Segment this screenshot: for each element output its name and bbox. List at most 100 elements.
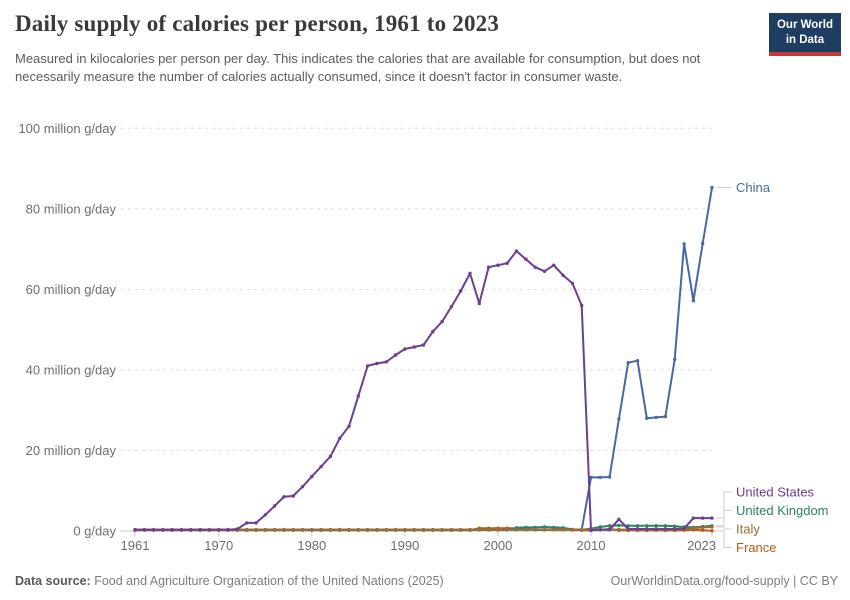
series-point-united-states-1969 bbox=[207, 528, 212, 532]
series-point-united-states-2016 bbox=[645, 527, 649, 531]
series-point-united-states-1977 bbox=[282, 495, 286, 499]
series-point-china-2012 bbox=[607, 475, 612, 479]
series-point-china-2017 bbox=[654, 415, 658, 420]
series-point-italy-2013 bbox=[617, 527, 621, 532]
series-point-united-states-1974 bbox=[254, 521, 258, 525]
owid-logo[interactable]: Our World in Data bbox=[768, 13, 841, 56]
series-point-united-states-2010 bbox=[589, 528, 593, 532]
series-point-united-states-1979 bbox=[300, 485, 305, 489]
series-point-italy-1998 bbox=[477, 527, 481, 532]
series-point-united-states-2011 bbox=[598, 528, 602, 532]
series-point-united-states-2018 bbox=[663, 527, 668, 531]
series-point-united-states-1978 bbox=[291, 494, 295, 498]
series-point-united-states-2004 bbox=[533, 265, 537, 269]
label-connector-italy bbox=[716, 526, 732, 530]
series-point-italy-1975 bbox=[263, 527, 267, 532]
series-point-italy-1982 bbox=[328, 527, 333, 532]
series-point-united-states-2007 bbox=[561, 273, 565, 277]
series-point-united-states-2017 bbox=[654, 527, 658, 531]
label-connector-united-kingdom bbox=[716, 510, 732, 527]
y-tick-label-80: 80 million g/day bbox=[26, 201, 117, 216]
series-point-united-states-2022 bbox=[701, 516, 705, 520]
series-label-china[interactable]: China bbox=[736, 180, 771, 195]
series-point-france-2023 bbox=[710, 529, 714, 533]
series-point-china-2015 bbox=[635, 359, 640, 363]
y-tick-label-20: 20 million g/day bbox=[26, 443, 117, 458]
series-point-italy-2001 bbox=[505, 527, 509, 532]
y-tick-label-40: 40 million g/day bbox=[26, 362, 117, 377]
series-point-china-2014 bbox=[626, 361, 630, 365]
series-point-united-states-2015 bbox=[635, 527, 640, 531]
series-point-italy-1984 bbox=[347, 527, 351, 532]
series-point-china-2013 bbox=[617, 417, 621, 421]
series-point-united-states-1997 bbox=[468, 271, 472, 275]
series-point-united-states-1964 bbox=[161, 528, 165, 532]
series-point-china-2022 bbox=[701, 241, 705, 246]
x-tick-label-1990: 1990 bbox=[390, 538, 419, 553]
series-point-united-states-2021 bbox=[691, 516, 696, 520]
series-point-united-states-1980 bbox=[310, 474, 314, 479]
series-point-united-states-1989 bbox=[393, 353, 398, 357]
series-point-united-states-1961 bbox=[133, 528, 137, 532]
series-point-italy-2003 bbox=[524, 527, 528, 532]
series-point-united-states-1963 bbox=[151, 528, 156, 532]
series-point-united-states-2012 bbox=[607, 528, 612, 532]
series-point-italy-1996 bbox=[459, 527, 463, 532]
series-point-italy-1974 bbox=[254, 527, 258, 532]
data-source-label: Data source: bbox=[15, 574, 91, 588]
series-point-italy-1993 bbox=[431, 527, 435, 532]
x-tick-label-1980: 1980 bbox=[297, 538, 326, 553]
series-point-united-states-1993 bbox=[431, 330, 435, 334]
series-label-italy[interactable]: Italy bbox=[736, 522, 760, 537]
chart-title: Daily supply of calories per person, 196… bbox=[15, 11, 500, 36]
series-point-united-states-1968 bbox=[198, 528, 202, 532]
series-point-united-states-1971 bbox=[226, 528, 230, 532]
series-point-italy-1995 bbox=[449, 527, 454, 532]
series-point-united-kingdom-2016 bbox=[645, 524, 649, 528]
series-label-united-kingdom[interactable]: United Kingdom bbox=[736, 503, 829, 518]
series-point-italy-1983 bbox=[338, 527, 342, 532]
series-point-united-states-1976 bbox=[272, 504, 277, 508]
chart-subtitle: Measured in kilocalories per person per … bbox=[15, 51, 701, 85]
data-source-note: Data source: Food and Agriculture Organi… bbox=[15, 574, 444, 588]
series-point-united-states-2014 bbox=[626, 527, 630, 531]
series-point-united-states-2002 bbox=[514, 249, 519, 253]
series-point-china-2018 bbox=[663, 414, 668, 419]
data-source-text: Food and Agriculture Organization of the… bbox=[90, 574, 444, 588]
series-point-italy-1991 bbox=[412, 527, 416, 532]
series-point-united-kingdom-2011 bbox=[598, 525, 602, 529]
footer-link[interactable]: OurWorldinData.org/food-supply | CC BY bbox=[610, 574, 838, 588]
series-label-france[interactable]: France bbox=[736, 540, 776, 555]
series-point-italy-1973 bbox=[245, 527, 249, 532]
owid-logo-line2: in Data bbox=[785, 33, 825, 46]
x-tick-label-1961: 1961 bbox=[121, 538, 150, 553]
series-point-italy-2005 bbox=[542, 527, 547, 532]
series-point-united-states-1998 bbox=[477, 301, 481, 306]
owid-logo-line1: Our World bbox=[776, 19, 833, 31]
series-point-united-states-1991 bbox=[412, 345, 416, 349]
series-point-united-states-1965 bbox=[170, 528, 174, 532]
series-point-united-states-1981 bbox=[319, 464, 323, 469]
series-label-united-states[interactable]: United States bbox=[736, 485, 815, 500]
series-point-italy-1986 bbox=[365, 527, 370, 532]
series-point-italy-1977 bbox=[282, 527, 286, 532]
x-tick-label-1970: 1970 bbox=[204, 538, 233, 553]
x-tick-label-2010: 2010 bbox=[577, 538, 606, 553]
series-point-united-states-2013 bbox=[617, 517, 621, 521]
series-point-italy-2006 bbox=[552, 527, 556, 532]
series-point-united-states-2009 bbox=[580, 303, 584, 308]
series-point-united-kingdom-2014 bbox=[626, 524, 630, 528]
label-connector-united-states bbox=[716, 491, 732, 519]
series-point-italy-1987 bbox=[375, 527, 379, 532]
series-point-italy-2023 bbox=[710, 525, 714, 529]
series-point-italy-1990 bbox=[403, 527, 407, 532]
series-point-italy-1980 bbox=[310, 527, 314, 532]
series-point-united-states-1992 bbox=[421, 343, 426, 347]
series-point-united-kingdom-2018 bbox=[663, 524, 668, 528]
series-point-italy-2004 bbox=[533, 527, 537, 532]
series-point-china-2016 bbox=[645, 416, 649, 420]
series-line-china bbox=[134, 186, 713, 531]
series-point-united-states-1984 bbox=[347, 424, 351, 428]
series-point-italy-2009 bbox=[580, 527, 584, 532]
series-point-united-kingdom-2013 bbox=[617, 523, 621, 528]
